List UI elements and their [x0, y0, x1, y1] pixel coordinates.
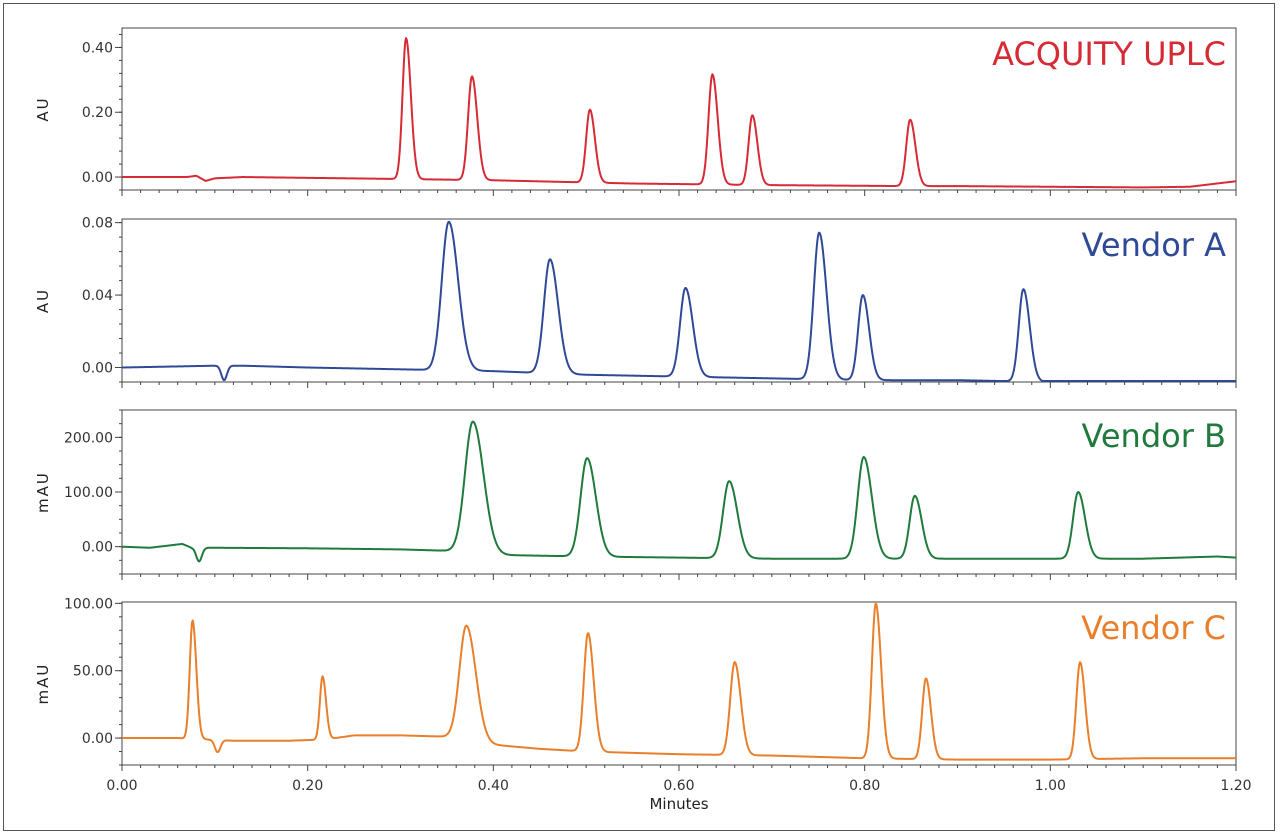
- panel-vendor-b: 0.00 100.00 200.00 mAU Vendor B: [34, 409, 1237, 580]
- panel-acquity-uplc: 0.00 0.20 0.40 AU ACQUITY UPLC: [34, 27, 1237, 196]
- y-tick-label: 0.20: [82, 105, 113, 121]
- y-tick-label: 0.00: [82, 540, 113, 556]
- trace-vendor-c: [121, 602, 1237, 761]
- panel-vendor-a: 0.00 0.04 0.08 AU Vendor A: [34, 216, 1237, 388]
- y-axis-label: AU: [34, 96, 52, 121]
- y-tick-label: 200.00: [64, 430, 113, 446]
- panel-title: Vendor A: [1082, 226, 1227, 264]
- y-tick-label: 0.00: [82, 170, 113, 186]
- trace-vendor-b: [121, 420, 1237, 563]
- x-tick-label: 0.20: [292, 778, 323, 794]
- panel-title: Vendor B: [1081, 417, 1226, 455]
- panel-frame: [121, 218, 1237, 383]
- x-tick-label: 0.80: [849, 778, 880, 794]
- panel-vendor-c: 0.00 50.00 100.00 mAU Vendor C: [34, 596, 1237, 771]
- x-tick-label: 1.20: [1220, 778, 1251, 794]
- y-tick-label: 100.00: [64, 596, 113, 612]
- y-axis-label: mAU: [34, 663, 52, 705]
- x-tick-label: 1.00: [1035, 778, 1066, 794]
- x-tick-label: 0.00: [106, 778, 137, 794]
- x-tick-label: 0.60: [663, 778, 694, 794]
- x-axis-label: Minutes: [649, 795, 708, 813]
- y-tick-label: 0.00: [82, 361, 113, 377]
- x-tick-label: 0.40: [478, 778, 509, 794]
- y-tick-label: 0.00: [82, 731, 113, 747]
- panel-title: ACQUITY UPLC: [992, 35, 1226, 73]
- y-tick-label: 100.00: [64, 485, 113, 501]
- y-tick-label: 50.00: [73, 664, 113, 680]
- y-axis-label: AU: [34, 288, 52, 313]
- trace-acquity-uplc: [121, 37, 1237, 189]
- figure-border: [3, 3, 1275, 831]
- y-axis-label: mAU: [34, 471, 52, 513]
- y-tick-label: 0.08: [82, 216, 113, 232]
- panel-title: Vendor C: [1081, 609, 1226, 647]
- y-tick-label: 0.40: [82, 40, 113, 56]
- y-tick-label: 0.04: [82, 288, 113, 304]
- trace-vendor-a: [121, 220, 1237, 382]
